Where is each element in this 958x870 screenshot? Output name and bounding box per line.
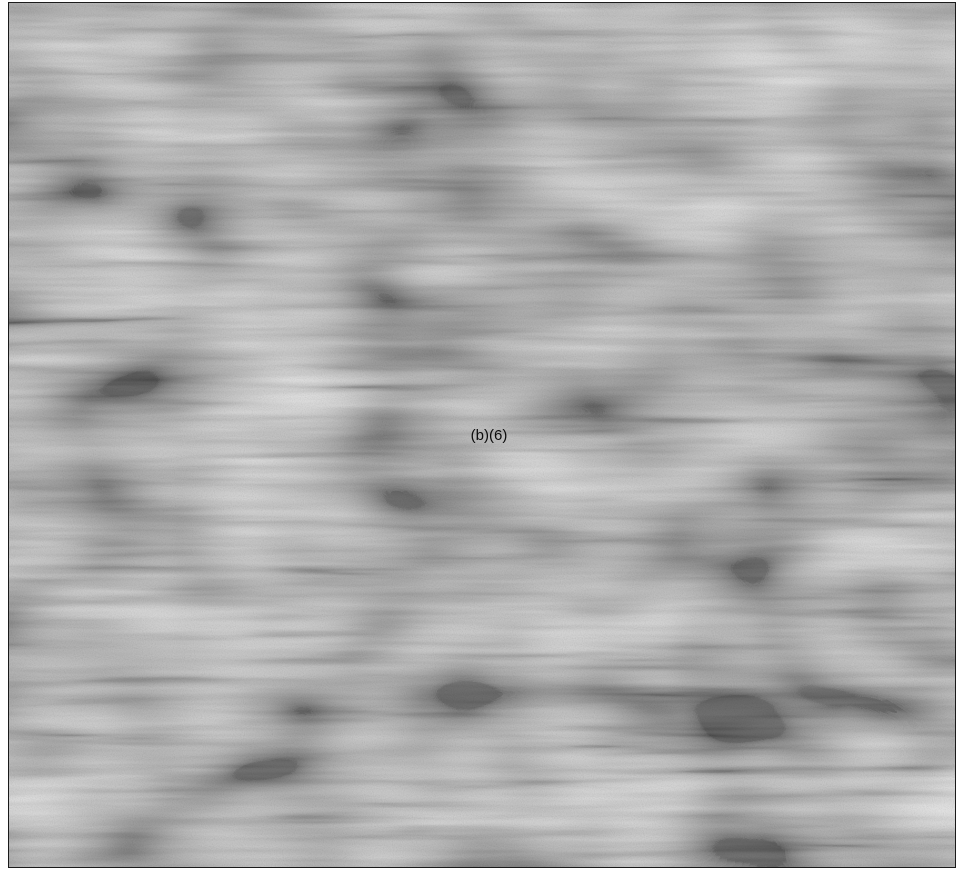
exemption-code-label: (b)(6) xyxy=(470,427,508,444)
redaction-box: (b)(6) xyxy=(8,2,956,868)
halftone-texture xyxy=(9,3,955,867)
